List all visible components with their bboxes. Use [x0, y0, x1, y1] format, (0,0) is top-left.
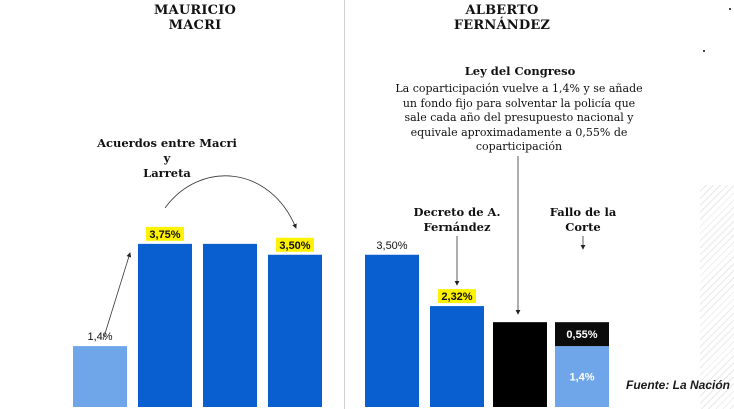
bar-2-label: 3,75% — [149, 229, 180, 241]
annotation-ley-title: Ley del Congreso — [464, 64, 576, 78]
bar-4-label-highlight — [276, 237, 314, 252]
bar-4-label: 3,50% — [279, 240, 310, 252]
bar-5 — [365, 254, 419, 407]
arrow-rise — [102, 252, 132, 341]
section-divider — [344, 0, 345, 409]
annotation-decreto: Decreto de A. Fernández — [413, 205, 501, 234]
bar-1-label: 1,4% — [87, 331, 112, 343]
bar-3 — [203, 243, 257, 407]
bar-8-segment-2-label: 0,55% — [566, 329, 597, 341]
annotation-acuerdos: Acuerdos entre Macri y Larreta — [97, 136, 237, 180]
header-macri: MAURICIO MACRI — [153, 3, 237, 33]
bar-2-label-highlight — [146, 226, 184, 241]
decorative-dot-2 — [703, 50, 705, 52]
bar-1 — [73, 346, 127, 407]
bar-6-label: 2,32% — [441, 291, 472, 303]
annotation-fallo: Fallo de la Corte — [549, 205, 617, 234]
header-fernandez: ALBERTO FERNÁNDEZ — [453, 3, 551, 33]
bar-5-label: 3,50% — [376, 240, 407, 252]
decorative-dot-1 — [729, 8, 731, 10]
annotation-ley-text: La coparticipación vuelve a 1,4% y se añ… — [395, 82, 643, 153]
arrow-curve — [164, 175, 297, 229]
bar-6-label-highlight — [438, 289, 476, 304]
bar-8-segment-1 — [555, 346, 609, 407]
bar-7 — [493, 322, 547, 407]
hatched-pattern — [700, 185, 734, 409]
bar-6 — [430, 306, 484, 407]
source-credit: Fuente: La Nación — [625, 378, 730, 392]
bar-8-segment-2 — [555, 322, 609, 347]
bar-8-segment-1-label: 1,4% — [569, 372, 594, 384]
bar-4 — [268, 254, 322, 407]
bar-2 — [138, 243, 192, 407]
